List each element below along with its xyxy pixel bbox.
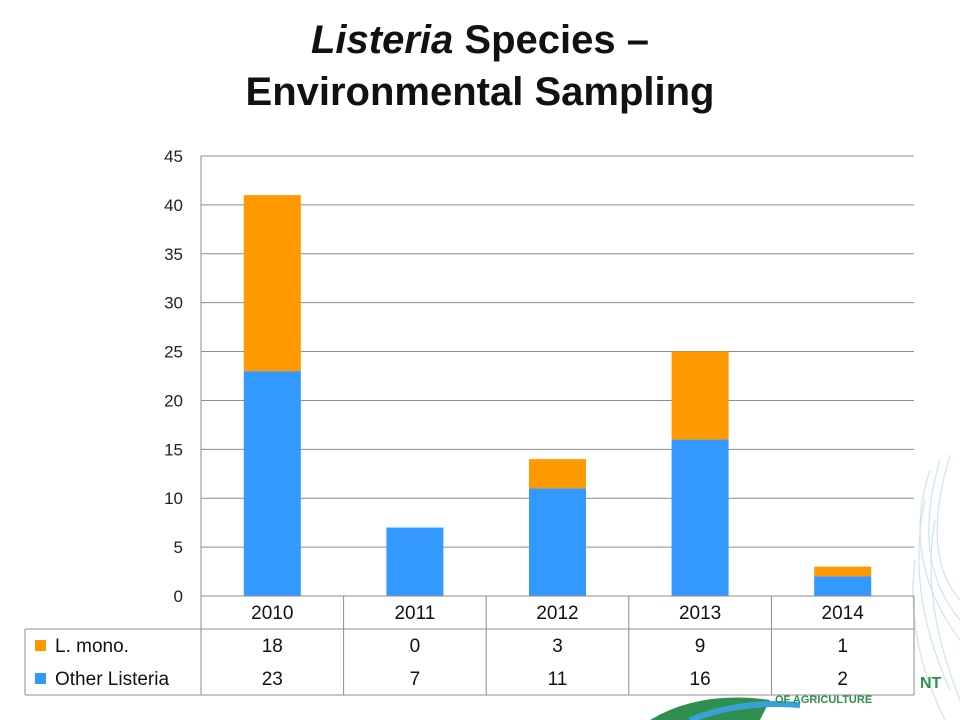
y-tick-label: 25 [164, 343, 183, 362]
y-tick-label: 20 [164, 391, 183, 410]
data-table-value: 23 [262, 669, 283, 690]
chart-title: Listeria Species – Environmental Samplin… [0, 14, 960, 118]
data-table-value: 3 [552, 636, 563, 657]
y-tick-label: 0 [174, 587, 183, 606]
bar-other-listeria [814, 576, 872, 596]
data-table-value: 0 [410, 636, 421, 657]
data-table-value: 9 [695, 636, 706, 657]
legend-label: L. mono. [55, 636, 129, 657]
data-table-value: 18 [262, 636, 283, 657]
data-table-value: 2 [837, 669, 848, 690]
bar-other-listeria [529, 488, 586, 596]
footer-logo-text: NT [920, 675, 942, 692]
bar-l-mono [814, 566, 872, 577]
title-rest-text: Species – [453, 18, 649, 62]
legend-swatch [35, 640, 46, 651]
footer-logo-subtext: OF AGRICULTURE [775, 694, 872, 706]
bar-l-mono [243, 195, 301, 372]
bar-l-mono [529, 459, 586, 489]
x-category-label: 2011 [394, 603, 435, 624]
bar-other-listeria [671, 439, 729, 596]
x-category-label: 2010 [251, 603, 293, 624]
title-italic-text: Listeria [311, 18, 454, 62]
bar-other-listeria [243, 371, 301, 596]
y-tick-label: 45 [164, 147, 183, 166]
bar-l-mono [671, 351, 729, 440]
x-category-label: 2012 [536, 603, 578, 624]
data-table-value: 7 [410, 669, 421, 690]
x-category-label: 2013 [679, 603, 721, 624]
data-table-value: 16 [690, 669, 711, 690]
logo-swoosh-shape [650, 697, 770, 720]
title-line-2: Environmental Sampling [245, 70, 715, 114]
legend-swatch [35, 673, 46, 684]
bar-other-listeria [386, 527, 444, 596]
y-tick-label: 5 [174, 538, 183, 557]
y-tick-label: 35 [164, 245, 183, 264]
data-table-value: 1 [837, 636, 848, 657]
y-tick-label: 40 [164, 196, 183, 215]
data-table-value: 11 [548, 669, 568, 690]
x-category-label: 2014 [822, 603, 865, 624]
y-tick-label: 15 [164, 440, 183, 459]
y-tick-label: 10 [164, 489, 183, 508]
legend-label: Other Listeria [55, 669, 169, 690]
y-tick-label: 30 [164, 294, 183, 313]
